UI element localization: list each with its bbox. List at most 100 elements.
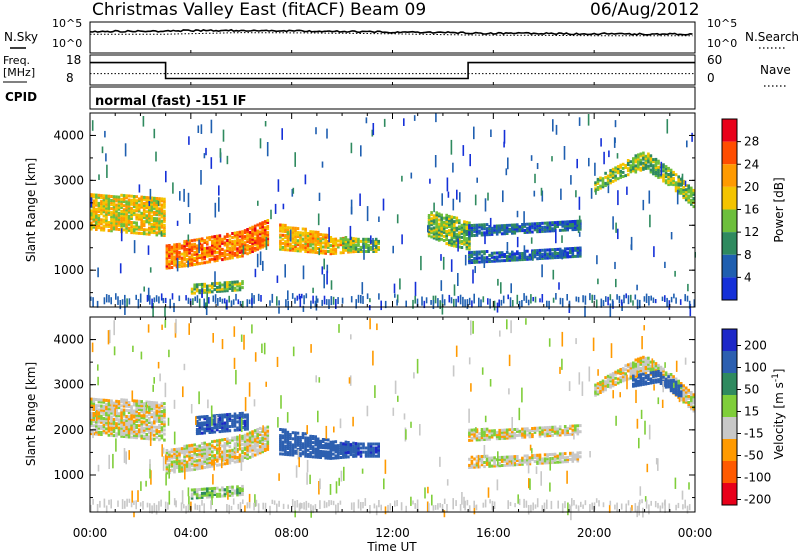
heatmap-cell <box>260 138 262 148</box>
heatmap-cell <box>664 295 666 302</box>
heatmap-cell <box>630 362 633 365</box>
heatmap-cell <box>509 428 512 431</box>
heatmap-cell <box>456 227 459 230</box>
heatmap-cell <box>551 227 554 230</box>
heatmap-cell <box>209 284 212 287</box>
heatmap-cell <box>123 419 126 422</box>
heatmap-cell <box>483 296 485 302</box>
heatmap-cell <box>113 418 116 421</box>
heatmap-cell <box>486 256 489 259</box>
heatmap-cell <box>662 163 665 166</box>
heatmap-cell <box>146 433 149 436</box>
heatmap-cell <box>183 189 185 202</box>
heatmap-cell <box>163 439 166 442</box>
heatmap-cell <box>193 239 196 242</box>
heatmap-cell <box>203 466 206 469</box>
heatmap-cell <box>574 424 577 427</box>
heatmap-cell <box>198 416 201 419</box>
heatmap-cell <box>324 250 327 253</box>
heatmap-cell <box>302 442 305 445</box>
heatmap-cell <box>566 220 569 223</box>
heatmap-cell <box>103 219 106 222</box>
heatmap-cell <box>161 434 164 437</box>
heatmap-cell <box>544 453 547 456</box>
heatmap-cell <box>165 171 167 182</box>
heatmap-cell <box>118 427 121 430</box>
heatmap-cell <box>216 251 219 254</box>
heatmap-cell <box>546 426 549 429</box>
heatmap-cell <box>231 236 234 239</box>
heatmap-cell <box>123 194 126 197</box>
heatmap-cell <box>435 114 437 123</box>
heatmap-cell <box>147 295 149 302</box>
heatmap-cell <box>352 454 355 457</box>
heatmap-cell <box>206 241 209 244</box>
heatmap-cell <box>100 226 103 229</box>
heatmap-cell <box>465 255 467 266</box>
heatmap-cell <box>254 225 257 228</box>
heatmap-cell <box>214 288 217 291</box>
heatmap-cell <box>161 231 163 236</box>
heatmap-cell <box>302 244 305 247</box>
heatmap-cell <box>299 294 301 300</box>
heatmap-cell <box>632 157 635 160</box>
heatmap-cell <box>516 434 519 437</box>
heatmap-cell <box>181 447 184 450</box>
heatmap-cell <box>357 443 360 446</box>
heatmap-cell <box>224 422 227 425</box>
heatmap-cell <box>529 429 532 432</box>
heatmap-cell <box>636 285 638 291</box>
heatmap-cell <box>211 157 213 169</box>
heatmap-cell <box>181 257 184 260</box>
heatmap-cell <box>120 398 123 401</box>
heatmap-cell <box>619 170 622 173</box>
heatmap-cell <box>193 243 196 246</box>
heatmap-cell <box>519 430 522 433</box>
heatmap-cell <box>221 284 224 287</box>
heatmap-cell <box>128 215 131 218</box>
heatmap-cell <box>181 459 184 462</box>
heatmap-cell <box>516 428 519 431</box>
heatmap-cell <box>140 232 143 235</box>
heatmap-cell <box>307 449 310 452</box>
heatmap-cell <box>511 224 514 227</box>
heatmap-cell <box>626 187 628 195</box>
heatmap-cell <box>154 297 156 302</box>
heatmap-cell <box>468 222 471 225</box>
heatmap-cell <box>173 460 176 463</box>
heatmap-cell <box>369 305 371 310</box>
heatmap-cell <box>630 295 632 303</box>
heatmap-cell <box>211 487 214 490</box>
power-colorbar-tick-label: 12 <box>744 225 759 239</box>
heatmap-cell <box>486 434 489 437</box>
heatmap-cell <box>161 204 164 207</box>
heatmap-cell <box>523 293 525 301</box>
heatmap-cell <box>384 119 386 127</box>
heatmap-cell <box>115 422 118 425</box>
heatmap-cell <box>554 248 557 251</box>
heatmap-cell <box>221 414 224 417</box>
heatmap-cell <box>163 420 166 423</box>
heatmap-cell <box>672 171 675 174</box>
heatmap-cell <box>287 301 289 310</box>
heatmap-cell <box>435 211 438 214</box>
heatmap-cell <box>135 199 138 202</box>
heatmap-cell <box>194 297 196 302</box>
heatmap-cell <box>246 439 249 442</box>
heatmap-cell <box>135 232 138 235</box>
heatmap-cell <box>171 469 174 472</box>
heatmap-cell <box>342 298 344 304</box>
heatmap-cell <box>501 224 504 227</box>
heatmap-cell <box>161 410 164 413</box>
heatmap-cell <box>193 458 196 461</box>
heatmap-cell <box>544 432 547 435</box>
heatmap-cell <box>647 153 650 156</box>
heatmap-cell <box>542 294 544 303</box>
freq-line <box>90 63 695 79</box>
heatmap-cell <box>577 247 580 250</box>
heatmap-cell <box>138 214 141 217</box>
heatmap-cell <box>270 210 272 219</box>
heatmap-cell <box>561 249 563 259</box>
heatmap-cell <box>218 185 220 195</box>
heatmap-cell <box>284 240 287 243</box>
